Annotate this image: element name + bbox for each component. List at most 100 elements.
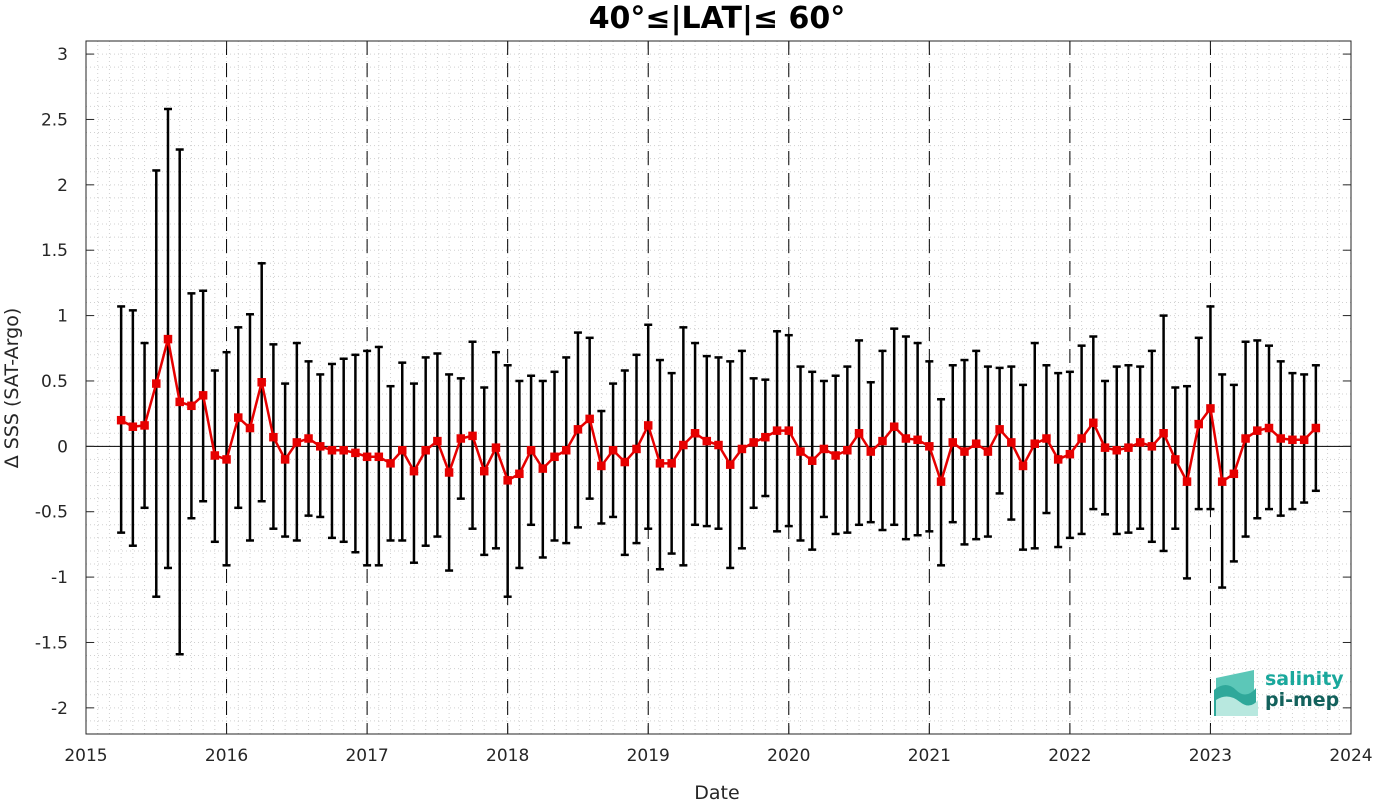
data-point (421, 446, 430, 455)
data-point (304, 434, 313, 443)
data-point (1311, 423, 1321, 433)
data-point (210, 451, 220, 460)
data-point (187, 401, 196, 411)
salinity-pi-mep-logo: salinity pi-mep (1214, 668, 1344, 716)
data-point (479, 466, 489, 476)
data-point (526, 446, 536, 455)
data-point (1124, 443, 1133, 452)
x-tick-label: 2020 (767, 746, 810, 766)
x-tick-label: 2016 (205, 746, 248, 766)
data-point (843, 446, 852, 455)
x-tick-label: 2019 (627, 746, 670, 766)
x-tick-label: 2018 (486, 746, 529, 766)
y-tick-label: 2.5 (41, 110, 68, 130)
data-point (351, 448, 360, 458)
data-point (198, 391, 208, 400)
data-point (1018, 461, 1028, 471)
data-point (152, 379, 161, 388)
data-point (257, 378, 266, 387)
data-point (116, 415, 126, 425)
data-point (362, 452, 372, 462)
data-point (550, 452, 559, 462)
data-point (667, 459, 676, 468)
data-point (854, 429, 864, 438)
data-point (831, 451, 840, 460)
grid (85, 40, 1352, 735)
data-point (1264, 423, 1274, 433)
data-point (655, 459, 665, 468)
data-point (1030, 439, 1039, 448)
y-tick-label: 1.5 (41, 241, 68, 261)
data-point (515, 469, 524, 479)
y-tick-label: -1 (51, 568, 68, 588)
data-point (608, 446, 618, 455)
y-tick-label: -0.5 (35, 503, 68, 523)
y-tick-label: 3 (57, 45, 68, 65)
x-tick-label: 2023 (1189, 746, 1232, 766)
data-point (175, 397, 184, 407)
x-tick-label: 2017 (345, 746, 388, 766)
data-point (140, 421, 149, 430)
data-point (807, 456, 817, 465)
data-point (1007, 438, 1016, 447)
data-point (1253, 426, 1262, 435)
y-tick-label: -1.5 (35, 633, 68, 653)
data-point (1299, 435, 1309, 445)
y-tick-label: -2 (51, 699, 68, 719)
data-point (995, 425, 1004, 434)
data-point (796, 447, 805, 456)
data-point (503, 476, 512, 485)
data-point (538, 464, 548, 473)
y-tick-label: 2 (57, 176, 68, 196)
data-point (128, 422, 138, 431)
data-point (433, 436, 442, 446)
data-point (1241, 434, 1250, 443)
data-point (409, 466, 419, 476)
data-point (1065, 449, 1075, 459)
data-point (1147, 442, 1157, 451)
data-point (1042, 434, 1051, 443)
data-point (374, 452, 384, 462)
data-point (327, 446, 337, 455)
data-point (1217, 477, 1227, 486)
logo-text-salinity: salinity (1265, 668, 1344, 690)
data-markers (116, 334, 1321, 486)
data-point (234, 413, 243, 422)
data-point (292, 438, 302, 447)
data-point (714, 440, 723, 450)
data-point (702, 436, 712, 446)
data-point (491, 443, 501, 452)
axis-ticks (85, 41, 1352, 734)
data-point (1089, 418, 1098, 428)
y-tick-label: 0.5 (41, 372, 68, 392)
data-point (1077, 434, 1086, 443)
data-point (339, 446, 348, 455)
data-point (1100, 443, 1110, 452)
data-point (222, 455, 231, 464)
data-point (925, 442, 934, 451)
x-tick-label: 2021 (908, 746, 951, 766)
data-point (1112, 446, 1121, 455)
y-tick-label: 0 (57, 437, 68, 457)
data-point (269, 432, 278, 442)
year-boundary-lines (226, 41, 1211, 734)
data-point (1171, 455, 1180, 464)
data-point (749, 438, 758, 447)
data-point (960, 447, 969, 456)
data-point (971, 439, 981, 448)
data-point (1229, 469, 1239, 479)
data-point (948, 438, 958, 447)
data-point (889, 422, 899, 431)
data-point (1206, 404, 1215, 413)
data-point (772, 426, 782, 435)
plot-frame (85, 40, 1352, 735)
y-axis-label: Δ SSS (SAT-Argo) (1, 308, 23, 468)
data-point (690, 429, 700, 438)
data-point (983, 447, 993, 456)
data-point (468, 431, 477, 441)
data-point (163, 334, 173, 344)
logo-wave-icon (1214, 670, 1258, 716)
data-point (643, 421, 653, 430)
data-point (398, 446, 407, 455)
